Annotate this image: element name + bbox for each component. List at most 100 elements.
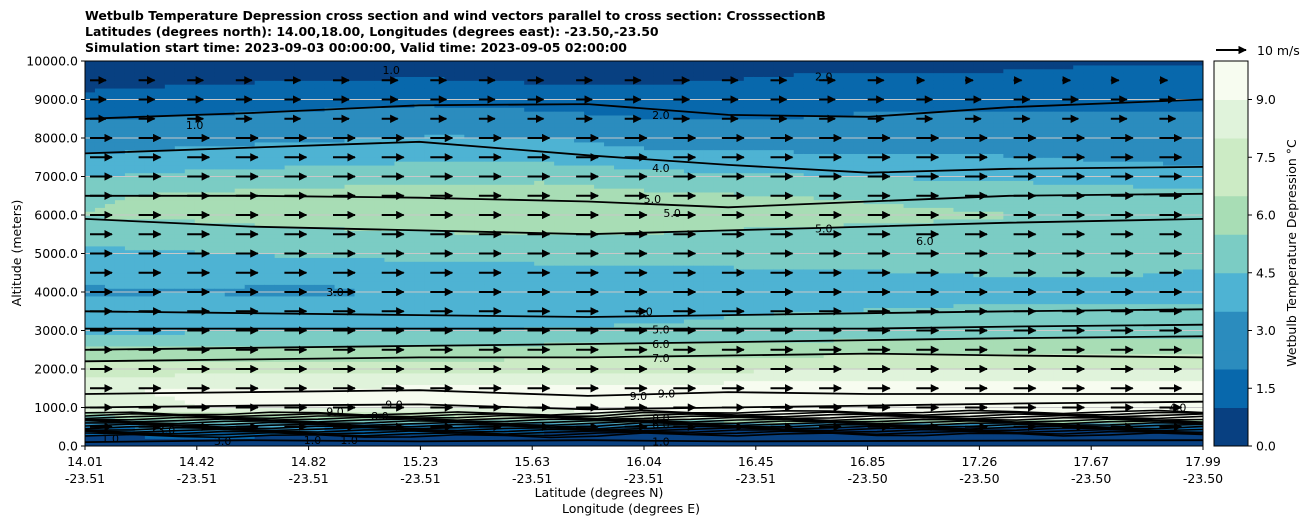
- field-cell: [514, 268, 525, 274]
- field-cell: [274, 149, 286, 154]
- field-cell: [144, 253, 156, 258]
- field-cell: [344, 199, 356, 205]
- field-cell: [574, 172, 585, 178]
- field-cell: [204, 361, 216, 366]
- field-cell: [85, 188, 96, 193]
- field-cell: [564, 191, 575, 197]
- field-cell: [524, 399, 535, 405]
- field-cell: [114, 180, 126, 185]
- field-cell: [504, 118, 515, 124]
- field-cell: [244, 322, 256, 328]
- field-cell: [264, 80, 276, 85]
- field-cell: [114, 442, 126, 446]
- field-cell: [144, 380, 156, 385]
- field-cell: [554, 442, 565, 446]
- field-cell: [444, 126, 455, 131]
- field-cell: [534, 353, 545, 359]
- field-cell: [564, 145, 575, 151]
- field-cell: [574, 334, 585, 339]
- field-cell: [494, 164, 505, 170]
- field-cell: [274, 353, 286, 359]
- field-cell: [234, 245, 246, 251]
- field-cell: [554, 249, 565, 255]
- field-cell: [534, 299, 545, 305]
- field-cell: [524, 99, 535, 104]
- field-cell: [424, 149, 435, 154]
- field-cell: [454, 392, 465, 397]
- field-cell: [544, 168, 555, 174]
- field-cell: [464, 442, 475, 446]
- field-cell: [314, 395, 326, 401]
- field-cell: [284, 122, 296, 128]
- field-cell: [534, 168, 545, 174]
- field-cell: [334, 207, 346, 212]
- field-cell: [114, 265, 126, 270]
- field-cell: [514, 99, 525, 104]
- field-cell: [104, 284, 116, 289]
- field-cell: [194, 145, 206, 151]
- field-cell: [464, 241, 475, 247]
- field-cell: [524, 226, 535, 231]
- field-cell: [294, 207, 306, 212]
- field-cell: [484, 218, 495, 224]
- field-cell: [164, 430, 176, 436]
- field-cell: [394, 372, 406, 378]
- field-cell: [574, 268, 585, 274]
- field-cell: [174, 395, 186, 401]
- field-cell: [354, 161, 366, 166]
- field-cell: [354, 122, 366, 128]
- field-cell: [204, 180, 216, 185]
- field-cell: [454, 130, 465, 135]
- field-cell: [264, 315, 276, 320]
- field-cell: [514, 111, 525, 116]
- field-cell: [504, 172, 515, 178]
- field-cell: [124, 126, 136, 131]
- field-cell: [274, 411, 286, 416]
- field-cell: [494, 415, 505, 420]
- field-cell: [94, 138, 106, 143]
- field-cell: [534, 241, 545, 247]
- field-cell: [534, 411, 545, 416]
- field-cell: [164, 157, 176, 162]
- field-cell: [85, 161, 96, 166]
- field-cell: [384, 241, 396, 247]
- field-cell: [104, 241, 116, 247]
- field-cell: [324, 276, 336, 282]
- field-cell: [304, 388, 316, 393]
- field-cell: [394, 111, 406, 116]
- field-cell: [454, 426, 465, 432]
- field-cell: [424, 153, 435, 158]
- field-cell: [144, 134, 156, 139]
- field-cell: [104, 111, 116, 116]
- field-cell: [154, 280, 166, 285]
- field-cell: [374, 122, 386, 128]
- field-cell: [544, 188, 555, 193]
- field-cell: [234, 195, 246, 201]
- field-cell: [244, 84, 256, 89]
- field-cell: [384, 395, 396, 401]
- field-cell: [174, 241, 186, 247]
- field-cell: [414, 268, 425, 274]
- field-cell: [264, 134, 276, 139]
- field-cell: [374, 164, 386, 170]
- field-cell: [274, 138, 286, 143]
- field-cell: [574, 99, 585, 104]
- field-cell: [254, 288, 266, 293]
- field-cell: [284, 334, 296, 339]
- field-cell: [234, 149, 246, 154]
- field-cell: [194, 299, 206, 305]
- field-cell: [194, 122, 206, 128]
- field-cell: [144, 361, 156, 366]
- field-cell: [434, 303, 445, 308]
- field-cell: [214, 430, 226, 436]
- field-cell: [284, 280, 296, 285]
- field-cell: [344, 126, 356, 131]
- field-cell: [484, 107, 495, 112]
- field-cell: [124, 157, 136, 162]
- field-cell: [454, 184, 465, 189]
- field-cell: [324, 234, 336, 239]
- field-cell: [164, 238, 176, 243]
- field-cell: [464, 134, 475, 139]
- field-cell: [114, 338, 126, 343]
- field-cell: [454, 442, 465, 446]
